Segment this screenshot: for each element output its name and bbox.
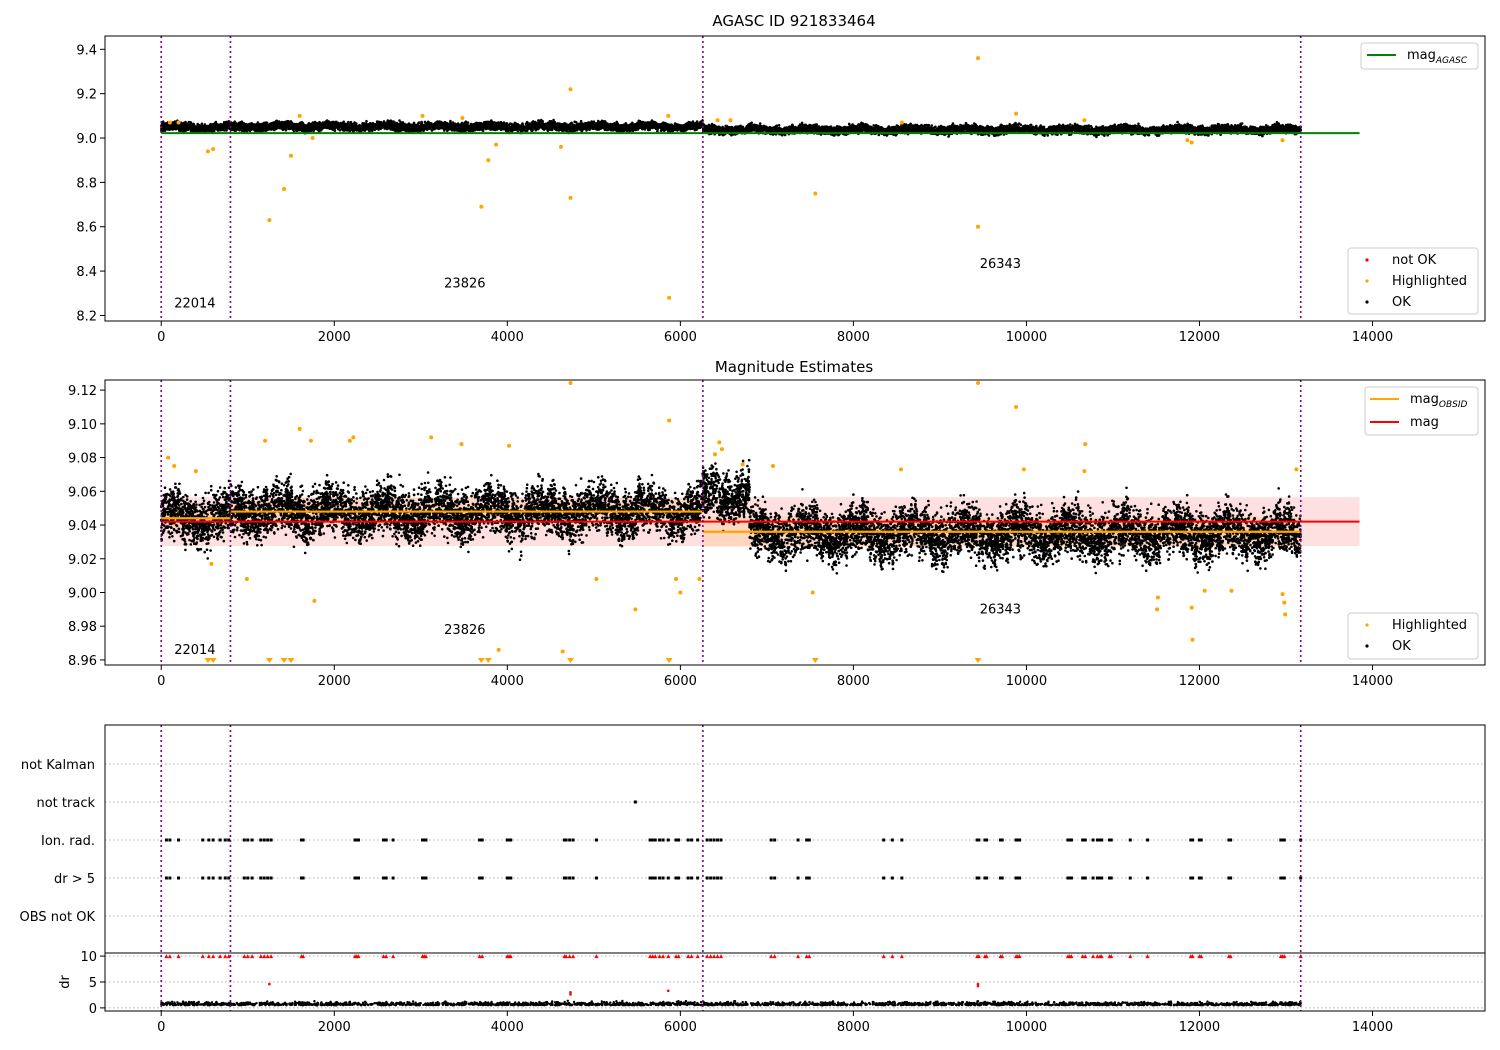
ok-point [175, 127, 178, 131]
ok-point [209, 122, 212, 126]
ok-point [644, 125, 648, 129]
ok-point [420, 120, 423, 124]
ok-point [184, 120, 187, 124]
ok-point [520, 124, 523, 127]
ok-point [226, 126, 229, 129]
ok-point [170, 123, 174, 127]
ok-point [466, 121, 470, 124]
ok-point [197, 128, 200, 132]
ok-point [190, 125, 193, 129]
ok-point [590, 120, 593, 123]
ok-point [187, 125, 190, 128]
ok-point [301, 121, 305, 125]
ok-point [210, 127, 214, 131]
ok-point [597, 119, 600, 123]
ok-point [187, 128, 190, 131]
ok-point [610, 128, 614, 132]
ok-point [161, 120, 165, 123]
ok-point [197, 124, 201, 128]
ok-point [221, 125, 224, 129]
ok-point [413, 125, 416, 128]
ok-point [193, 127, 197, 131]
panel-1-title: AGASC ID 921833464 [712, 12, 875, 30]
ok-point [171, 127, 175, 131]
ok-point [212, 122, 215, 126]
ok-point [177, 125, 180, 129]
ok-point [203, 123, 207, 126]
ok-point [699, 120, 702, 124]
ok-point [622, 123, 625, 127]
ok-point [365, 119, 368, 123]
ok-point [651, 126, 654, 129]
ok-point [579, 119, 583, 123]
ok-point [481, 129, 485, 132]
ok-point [602, 120, 605, 124]
ok-point [216, 128, 220, 132]
ok-point [164, 126, 167, 129]
ok-point [537, 127, 540, 130]
ok-point [224, 123, 227, 126]
ok-point [592, 120, 596, 123]
ok-point [307, 122, 311, 126]
ok-point [216, 125, 219, 128]
ok-point [192, 122, 195, 126]
ok-point [214, 120, 218, 124]
ok-point [173, 123, 177, 126]
ok-point [449, 119, 452, 123]
ok-point [164, 122, 168, 125]
ok-point [205, 129, 209, 132]
ok-point [171, 121, 175, 124]
ok-point [187, 120, 191, 124]
ok-point [416, 122, 420, 125]
ok-point [181, 126, 185, 130]
